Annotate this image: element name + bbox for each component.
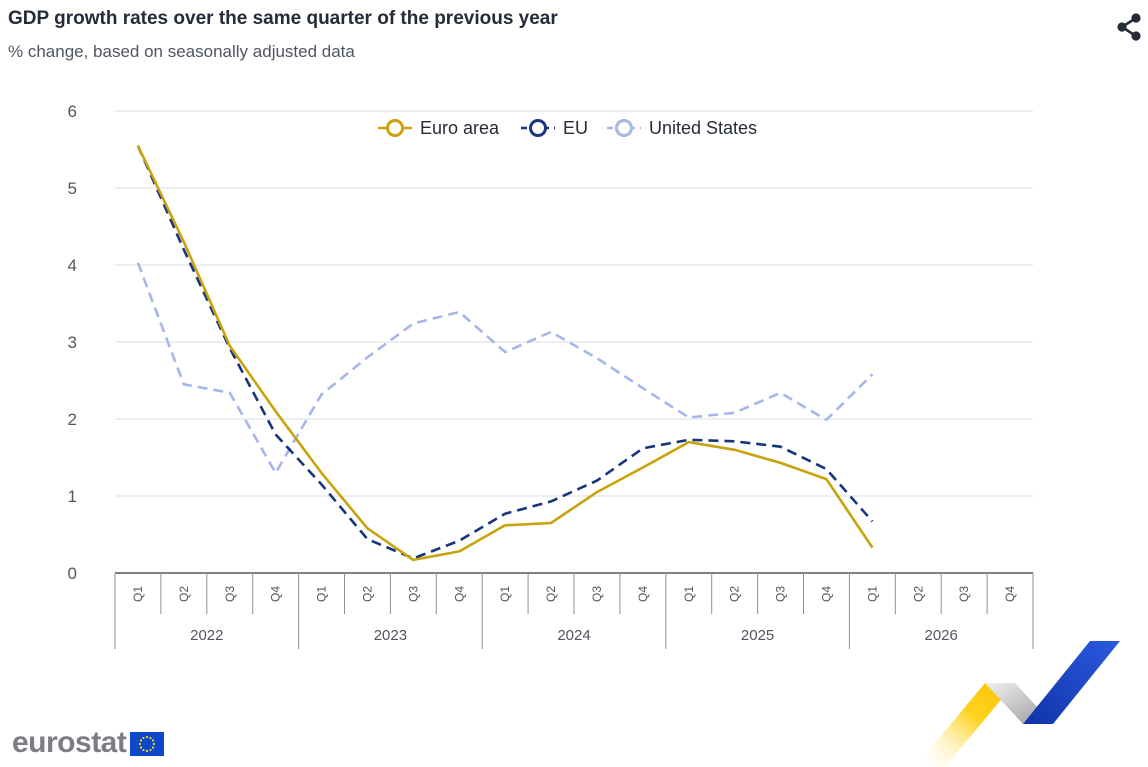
year-label: 2022 xyxy=(190,627,223,644)
y-tick-label: 6 xyxy=(68,102,77,121)
quarter-label: Q3 xyxy=(223,586,237,602)
y-tick-label: 4 xyxy=(68,256,77,275)
legend-label: EU xyxy=(563,118,588,138)
quarter-label: Q3 xyxy=(590,586,604,602)
year-label: 2026 xyxy=(925,627,958,644)
eurostat-logo: eurostat xyxy=(12,726,165,760)
series-lines xyxy=(136,145,874,562)
quarter-label: Q4 xyxy=(269,586,283,602)
eu-flag-icon xyxy=(130,732,165,756)
quarter-label: Q2 xyxy=(177,586,191,602)
y-tick-label: 2 xyxy=(68,410,77,429)
share-button[interactable] xyxy=(1114,12,1144,42)
y-axis: 0 1 2 3 4 5 6 xyxy=(68,102,77,583)
legend-marker xyxy=(386,119,404,137)
quarter-label: Q1 xyxy=(865,586,879,602)
legend: Euro area EU United States xyxy=(378,118,757,138)
series-line-eu xyxy=(136,145,874,560)
quarter-label: Q2 xyxy=(544,586,558,602)
y-tick-label: 3 xyxy=(68,333,77,352)
logo-text: eurostat xyxy=(12,726,127,759)
y-tick-label: 1 xyxy=(68,487,77,506)
quarter-label: Q4 xyxy=(636,586,650,602)
legend-marker xyxy=(529,119,547,137)
quarter-label: Q1 xyxy=(315,586,329,602)
quarter-label: Q4 xyxy=(452,586,466,602)
quarter-label: Q4 xyxy=(819,586,833,602)
year-label: 2025 xyxy=(741,627,774,644)
series-line-euro-area xyxy=(136,145,874,562)
quarter-label: Q1 xyxy=(131,586,145,602)
legend-label: Euro area xyxy=(420,118,500,138)
legend-label: United States xyxy=(649,118,757,138)
quarter-label: Q2 xyxy=(728,586,742,602)
quarter-label: Q4 xyxy=(1003,586,1017,602)
share-icon xyxy=(1117,13,1141,41)
chart-title: GDP growth rates over the same quarter o… xyxy=(8,8,558,29)
year-label: 2024 xyxy=(557,627,590,644)
quarter-label: Q1 xyxy=(682,586,696,602)
y-tick-label: 0 xyxy=(68,564,77,583)
quarter-label: Q3 xyxy=(774,586,788,602)
quarter-label: Q3 xyxy=(957,586,971,602)
series-line-united-states xyxy=(136,262,874,475)
quarter-label: Q2 xyxy=(911,586,925,602)
year-label: 2023 xyxy=(374,627,407,644)
chart-subtitle: % change, based on seasonally adjusted d… xyxy=(8,42,355,61)
quarter-label: Q2 xyxy=(360,586,374,602)
legend-marker xyxy=(615,119,633,137)
grid-lines xyxy=(115,110,1033,497)
x-axis: Q1 Q2 Q3 Q4 Q1 Q2 Q3 Q4 Q1 Q2 Q3 Q4 Q1 Q2 Q3 Q4 Q1 Q2 Q3 Q4… xyxy=(114,572,1034,649)
y-tick-label: 5 xyxy=(68,179,77,198)
quarter-label: Q1 xyxy=(498,586,512,602)
decorative-ribbon-icon xyxy=(915,641,1120,767)
quarter-label: Q3 xyxy=(406,586,420,602)
